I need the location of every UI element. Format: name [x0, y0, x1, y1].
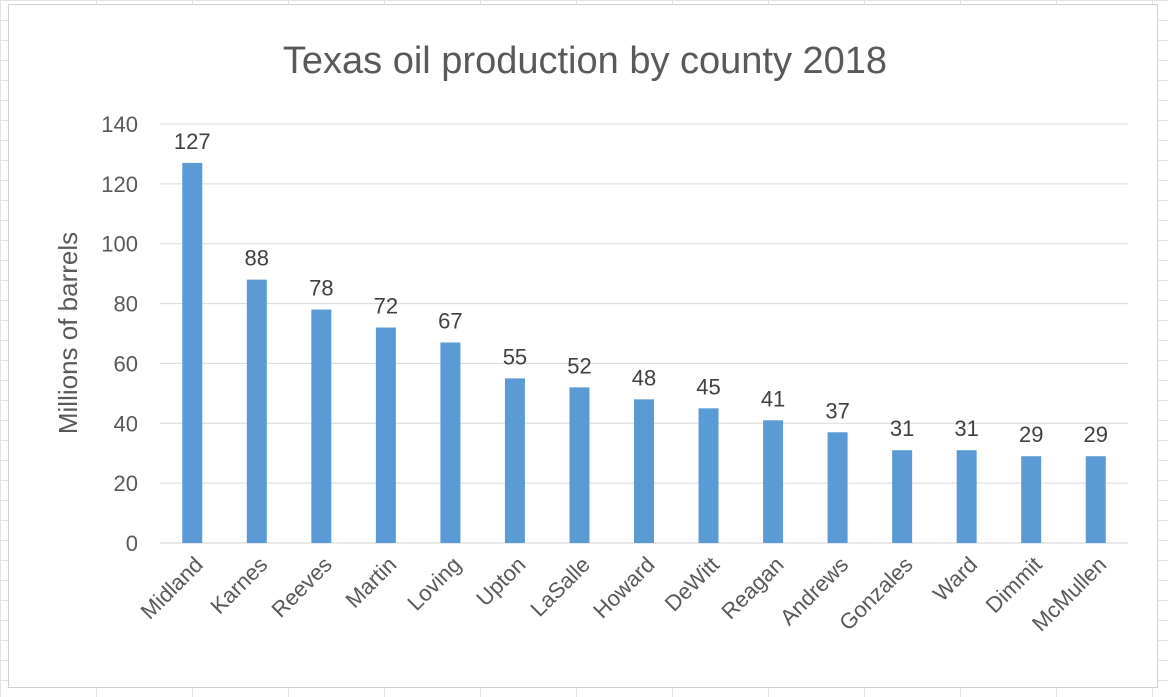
y-tick-label: 0 [126, 531, 138, 556]
y-tick-label: 60 [114, 351, 138, 376]
data-label: 29 [1083, 422, 1107, 447]
bar-loving[interactable] [440, 342, 461, 543]
data-label: 29 [1019, 422, 1043, 447]
bar-dewitt[interactable] [698, 408, 719, 543]
category-label: Ward [928, 552, 982, 606]
data-label: 31 [890, 416, 914, 441]
data-label: 67 [438, 308, 462, 333]
data-label: 78 [309, 276, 333, 301]
bar-reagan[interactable] [763, 420, 784, 543]
bar-upton[interactable] [504, 378, 525, 543]
category-label: DeWitt [660, 552, 724, 616]
bar-martin[interactable] [375, 327, 396, 543]
category-label: Martin [341, 552, 402, 613]
bar-dimmit[interactable] [1021, 456, 1042, 543]
category-label: Loving [402, 552, 466, 616]
category-label: Upton [471, 552, 530, 611]
y-tick-label: 20 [114, 471, 138, 496]
data-label: 31 [954, 416, 978, 441]
category-label: Reeves [266, 552, 336, 622]
y-tick-label: 80 [114, 292, 138, 317]
data-label: 127 [174, 129, 211, 154]
data-label: 45 [696, 374, 720, 399]
bar-ward[interactable] [956, 450, 977, 543]
bar-howard[interactable] [634, 399, 654, 543]
y-axis-title: Millions of barrels [53, 232, 83, 434]
chart-title: Texas oil production by county 2018 [283, 40, 887, 82]
data-label: 88 [245, 246, 269, 271]
bar-gonzales[interactable] [892, 450, 913, 543]
category-label: Karnes [205, 552, 272, 619]
data-label: 41 [761, 386, 785, 411]
data-label: 48 [632, 365, 656, 390]
data-label: 72 [374, 294, 398, 319]
y-tick-label: 40 [114, 411, 138, 436]
bar-andrews[interactable] [827, 432, 848, 543]
bar-reeves[interactable] [311, 309, 332, 543]
bar-midland[interactable] [182, 162, 203, 543]
data-label: 52 [567, 353, 591, 378]
bars [182, 162, 1106, 543]
bar-mcmullen[interactable] [1085, 456, 1106, 543]
bar-lasalle[interactable] [569, 387, 590, 543]
category-label: Howard [588, 552, 659, 623]
data-labels: 127 88 78 72 67 55 52 48 45 41 37 31 31 29 29 [174, 129, 1108, 447]
data-label: 55 [503, 344, 527, 369]
y-tick-label: 140 [101, 112, 138, 137]
y-tick-label: 120 [101, 172, 138, 197]
y-tick-labels: 0 20 40 60 80 100 120 140 [101, 112, 138, 556]
category-label: LaSalle [525, 552, 595, 622]
bar-karnes[interactable] [246, 279, 267, 543]
category-label: Midland [136, 552, 208, 624]
y-tick-label: 100 [101, 232, 138, 257]
data-label: 37 [825, 398, 849, 423]
